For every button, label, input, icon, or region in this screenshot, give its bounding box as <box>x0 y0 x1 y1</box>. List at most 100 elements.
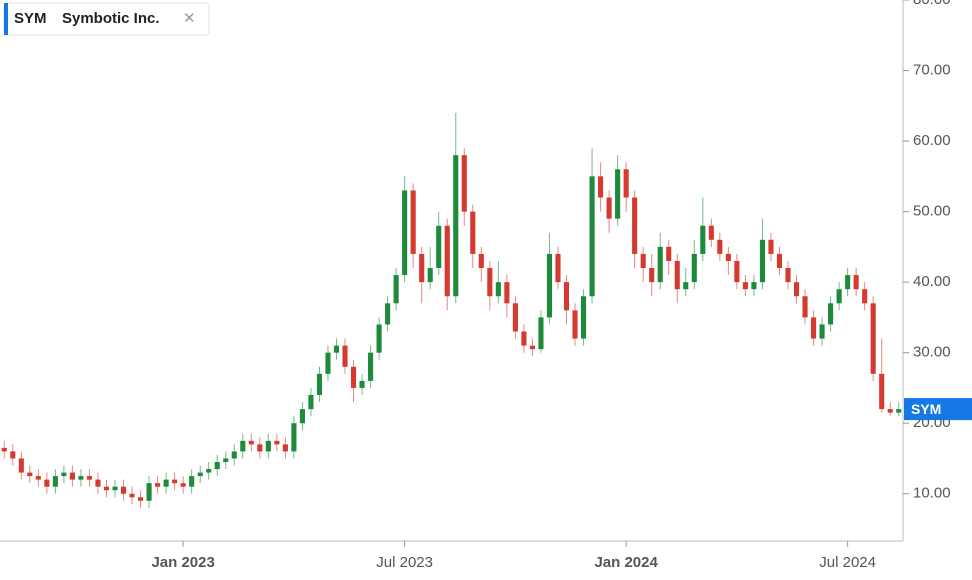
candle-body <box>86 476 93 480</box>
y-tick-label: 30.00 <box>913 344 951 361</box>
candle-body <box>419 253 425 283</box>
candle-body <box>240 440 246 452</box>
candle-body <box>708 225 714 240</box>
candle-body <box>427 268 433 283</box>
candle-body <box>845 275 851 290</box>
y-tick-label: 70.00 <box>913 62 951 79</box>
candle-body <box>274 440 280 445</box>
candle-body <box>10 451 16 459</box>
candle-body <box>538 317 544 350</box>
candle-body <box>453 155 459 297</box>
y-tick-label: 80.00 <box>913 0 951 8</box>
candle-body <box>436 225 442 269</box>
y-tick-label: 10.00 <box>913 485 951 502</box>
candle-body <box>674 260 680 290</box>
candle-body <box>666 246 672 261</box>
candle-body <box>112 486 118 491</box>
candle-body <box>342 345 348 367</box>
candle-body <box>265 440 271 452</box>
candle-body <box>717 239 723 254</box>
candle-body <box>819 324 825 339</box>
candle-body <box>828 303 834 325</box>
candle-body <box>734 260 740 283</box>
y-tick-label: 50.00 <box>913 203 951 220</box>
candle-body <box>214 462 220 470</box>
candle-body <box>282 444 288 452</box>
candle-body <box>52 476 58 487</box>
candle-body <box>368 352 374 381</box>
candle-body <box>657 246 663 283</box>
candle-body <box>350 366 357 388</box>
candle-body <box>546 253 553 318</box>
candle-body <box>887 409 893 413</box>
candle-body <box>359 380 365 388</box>
candle-body <box>495 282 501 297</box>
candle-body <box>248 440 254 445</box>
candle-body <box>793 282 800 297</box>
candle-body <box>163 479 169 487</box>
candle-body <box>802 296 808 318</box>
candle-body <box>146 483 152 501</box>
candle-body <box>896 409 902 413</box>
candle-body <box>257 444 263 452</box>
candle-body <box>189 476 195 487</box>
candle-body <box>649 268 655 283</box>
candle-body <box>555 253 561 283</box>
candle-body <box>206 469 212 473</box>
candle-body <box>231 451 237 459</box>
candle-body <box>223 458 229 463</box>
candle-body <box>776 253 783 269</box>
candle-body <box>572 310 578 339</box>
legend-symbol: SYM <box>14 10 47 27</box>
candle-body <box>444 225 450 297</box>
candle-body <box>35 476 41 480</box>
candle-body <box>18 458 24 473</box>
candle-body <box>504 282 510 304</box>
candle-body <box>700 225 706 254</box>
x-tick-label: Jul 2023 <box>376 554 433 571</box>
candle-body <box>470 211 476 254</box>
candle-body <box>623 169 629 198</box>
candle-body <box>27 472 33 477</box>
candle-body <box>521 331 527 346</box>
candle-body <box>742 282 748 290</box>
candle-body <box>759 239 765 283</box>
candle-body <box>691 253 697 283</box>
price-tag-label: SYM <box>911 401 941 417</box>
candle-body <box>683 282 689 290</box>
y-tick-label: 40.00 <box>913 273 951 290</box>
candle-body <box>333 345 340 353</box>
candle-body <box>103 486 110 491</box>
candle-body <box>751 282 757 290</box>
candle-body <box>879 373 885 410</box>
candle-body <box>853 275 859 290</box>
candle-body <box>155 483 161 487</box>
candle-body <box>632 197 638 254</box>
candle-body <box>768 239 774 254</box>
legend-marker <box>4 3 8 35</box>
candle-body <box>785 268 791 283</box>
candle-body <box>615 169 621 219</box>
candle-body <box>870 303 876 374</box>
candle-body <box>197 472 203 477</box>
candle-body <box>410 190 416 254</box>
close-button[interactable]: ✕ <box>183 10 196 27</box>
candle-body <box>640 253 646 269</box>
candle-body <box>810 317 817 339</box>
candle-body <box>862 289 868 304</box>
candle-body <box>120 486 127 494</box>
candle-body <box>95 479 101 487</box>
candle-body <box>461 155 467 212</box>
candle-body <box>180 483 186 487</box>
candle-body <box>563 282 570 311</box>
candle-body <box>836 289 842 304</box>
candle-body <box>376 324 382 353</box>
candle-body <box>725 253 731 261</box>
candle-body <box>385 303 391 325</box>
candle-body <box>325 352 331 374</box>
candle-body <box>512 303 518 332</box>
x-tick-label: Jan 2023 <box>151 554 214 571</box>
candle-body <box>393 275 399 304</box>
candle-body <box>69 472 75 480</box>
